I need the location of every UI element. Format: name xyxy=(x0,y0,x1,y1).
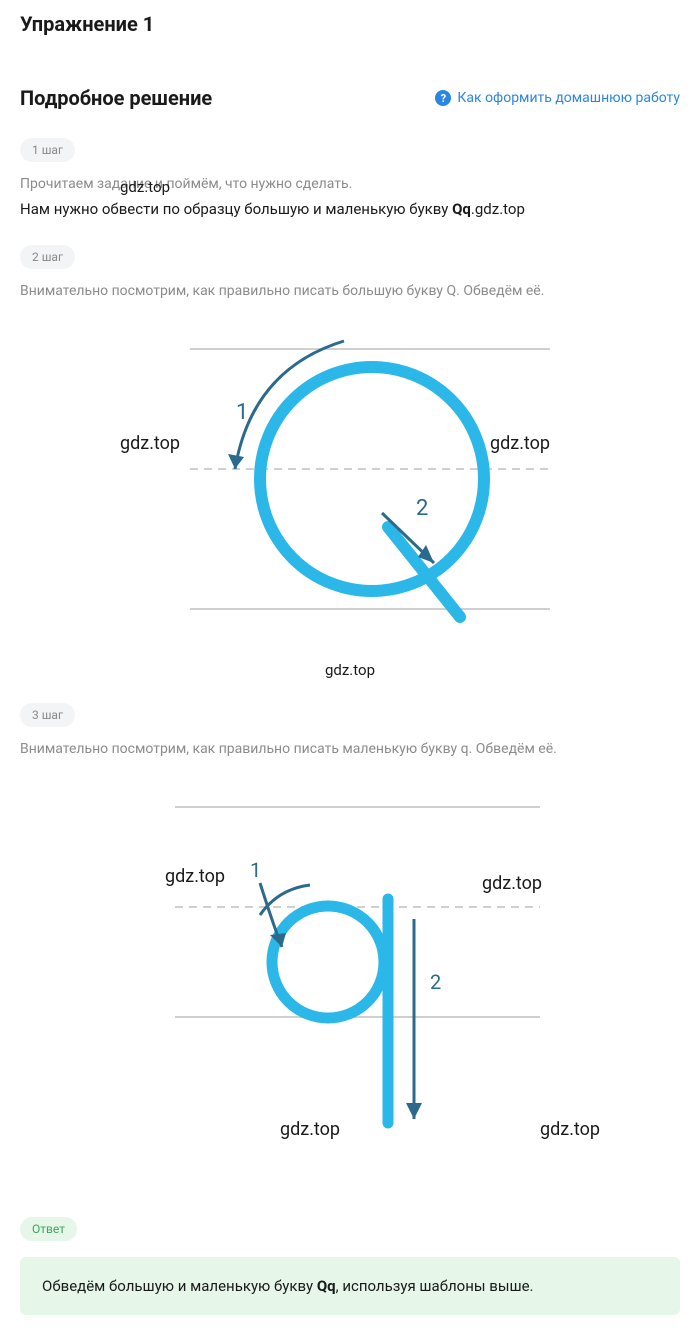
step-2: 2 шаг Внимательно посмотрим, как правиль… xyxy=(20,245,680,679)
subtitle-row: Подробное решение ? Как оформить домашню… xyxy=(20,86,680,110)
svg-text:gdz.top: gdz.top xyxy=(482,873,542,894)
page-title: Упражнение 1 xyxy=(20,12,680,36)
step-3: 3 шаг Внимательно посмотрим, как правиль… xyxy=(20,703,680,1167)
svg-text:gdz.top: gdz.top xyxy=(165,866,225,887)
diagram-Q-caption: gdz.top xyxy=(20,661,680,679)
step-1-text: Нам нужно обвести по образцу большую и м… xyxy=(20,198,680,221)
svg-text:gdz.top: gdz.top xyxy=(120,433,180,454)
subtitle: Подробное решение xyxy=(20,86,212,110)
help-icon: ? xyxy=(435,90,451,106)
diagram-q: 1 2 gdz.top gdz.top gdz.top gdz.top xyxy=(20,787,680,1167)
svg-text:2: 2 xyxy=(416,496,428,521)
step-2-intro: Внимательно посмотрим, как правильно пис… xyxy=(20,283,680,299)
svg-text:gdz.top: gdz.top xyxy=(540,1119,600,1140)
svg-text:1: 1 xyxy=(250,858,261,882)
step-3-intro: Внимательно посмотрим, как правильно пис… xyxy=(20,741,680,757)
svg-text:gdz.top: gdz.top xyxy=(280,1119,340,1140)
svg-text:1: 1 xyxy=(236,400,248,425)
step-2-badge: 2 шаг xyxy=(20,245,75,269)
step-1-badge: 1 шаг xyxy=(20,138,75,162)
diagram-q-svg: 1 2 gdz.top gdz.top gdz.top gdz.top xyxy=(70,787,630,1167)
diagram-Q-svg: 1 2 gdz.top gdz.top xyxy=(90,319,610,649)
help-link-text: Как оформить домашнюю работу xyxy=(457,90,680,106)
svg-text:2: 2 xyxy=(430,970,441,994)
svg-text:gdz.top: gdz.top xyxy=(490,433,550,454)
answer-badge: Ответ xyxy=(20,1217,77,1241)
answer-box: Обведём большую и маленькую букву Qq, ис… xyxy=(20,1257,680,1315)
diagram-Q: 1 2 gdz.top gdz.top xyxy=(20,319,680,649)
step-1: 1 шаг Прочитаем задание и поймём, что ну… xyxy=(20,138,680,221)
watermark: gdz.top xyxy=(120,178,170,196)
help-link[interactable]: ? Как оформить домашнюю работу xyxy=(435,90,680,106)
step-3-badge: 3 шаг xyxy=(20,703,75,727)
step-1-intro: Прочитаем задание и поймём, что нужно сд… xyxy=(20,176,680,192)
